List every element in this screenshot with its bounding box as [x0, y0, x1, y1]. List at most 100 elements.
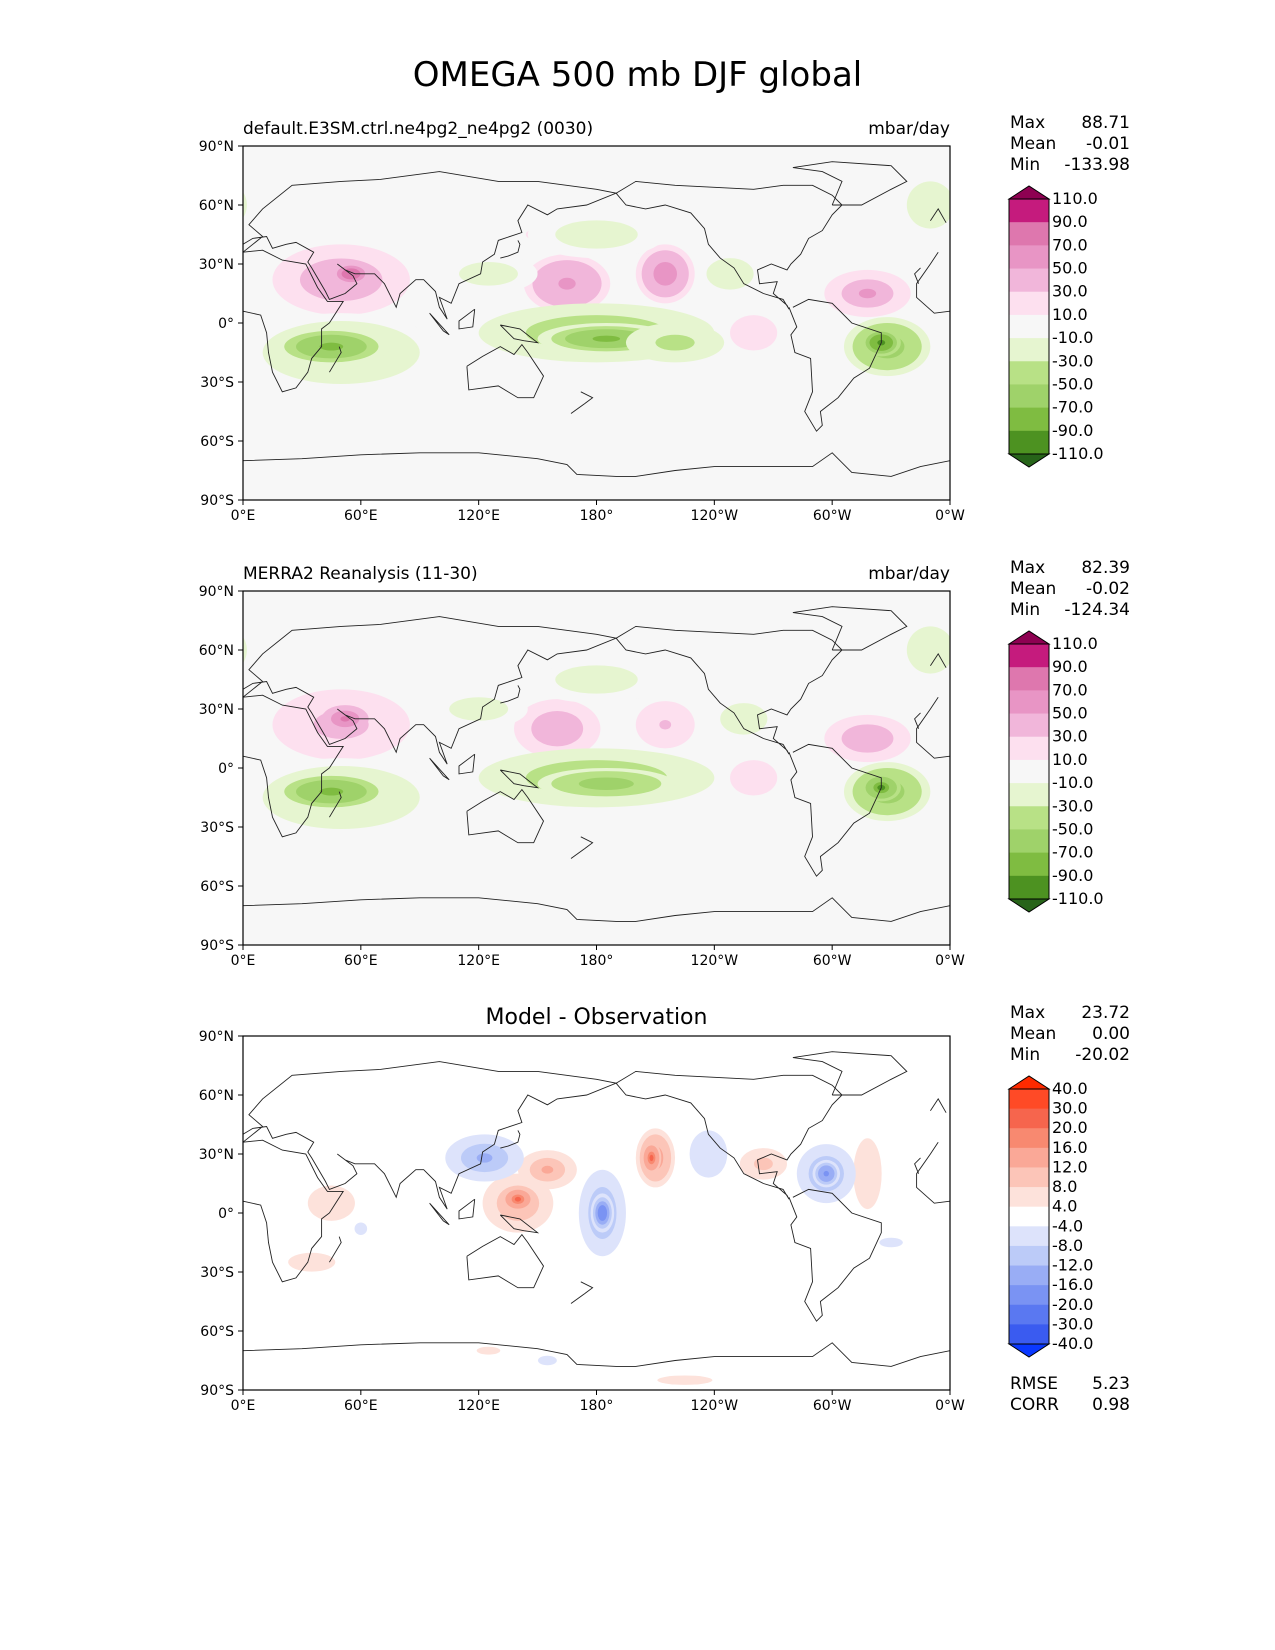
contour-band [172, 341, 189, 353]
contour-band [1190, 1349, 1202, 1353]
colorbar-band [1009, 407, 1049, 432]
contour-band [13, 703, 60, 734]
contour-band [885, 1240, 897, 1245]
coastline [243, 1061, 618, 1210]
coastline [243, 1342, 950, 1367]
colorbar-tick-label: 30.0 [1052, 727, 1088, 746]
contour-band [31, 321, 62, 345]
colorbar-extend-max [1007, 185, 1051, 200]
coastline [570, 848, 585, 859]
contour-band [558, 277, 576, 290]
contour-band [659, 267, 672, 280]
colorbar-band [1009, 361, 1049, 385]
contour-band [323, 1197, 340, 1210]
colorbar-tick-label: 12.0 [1052, 1157, 1088, 1176]
contour-band [1237, 232, 1245, 237]
coastline [788, 743, 882, 877]
y-tick-label: 90°N [199, 584, 234, 600]
coastline [429, 312, 450, 336]
contour-band [1221, 699, 1275, 758]
panel-reference: 0°E 60°E 120°E 180° 120°W 60°W 0°W 90°N 60°N 30°N… [0, 555, 1275, 995]
colorbar-band [1009, 268, 1049, 293]
coastline [916, 696, 950, 759]
contour-band [1256, 766, 1275, 790]
stat-label: CORR [1010, 1395, 1059, 1415]
contour-band [1233, 760, 1275, 795]
stat-label: Min [1010, 1045, 1040, 1065]
colorbar-tick-label: -50.0 [1052, 374, 1093, 393]
contour-band [0, 303, 7, 362]
contour-band [152, 289, 169, 298]
contour-band [1176, 705, 1196, 713]
x-tick-label: 0°E [231, 953, 256, 969]
contour-field [0, 610, 1275, 837]
x-tick-label: 120°E [457, 953, 500, 969]
contour-band [33, 1148, 80, 1179]
contour-band [1265, 278, 1275, 290]
contour-band [38, 1151, 76, 1176]
contour-band [39, 772, 55, 784]
contour-band [5, 262, 40, 286]
colorbar-tick-label: -30.0 [1052, 796, 1093, 815]
contour-band [1166, 262, 1225, 286]
x-tick-label: 60°W [813, 1398, 852, 1414]
colorbar-outline [1008, 198, 1050, 455]
coastline [930, 1098, 947, 1113]
contour-band [162, 779, 186, 796]
colorbar-band [1009, 759, 1049, 784]
stat-value: 0.98 [1092, 1395, 1130, 1415]
contour-band [1247, 717, 1275, 741]
contour-band [659, 720, 672, 730]
contour-band [592, 780, 621, 787]
y-tick-label: 60°N [199, 198, 234, 214]
contour-band [0, 1148, 6, 1160]
contour-band [135, 724, 187, 752]
colorbar-tick-label: 40.0 [1052, 1079, 1088, 1098]
contour-band [243, 180, 255, 230]
coastline [243, 897, 950, 922]
contour-band [1211, 1191, 1239, 1215]
contour-band [0, 327, 7, 358]
coastline [243, 694, 345, 838]
colorbar-band [1009, 314, 1049, 339]
contour-band [0, 748, 7, 807]
coastline [329, 346, 342, 373]
x-tick-label: 180° [580, 953, 614, 969]
coastline [466, 343, 545, 399]
colorbar-extend-min [1007, 898, 1051, 913]
colorbar-tick-label: 70.0 [1052, 235, 1088, 254]
colorbar-band [1009, 1206, 1049, 1227]
contour-band [1156, 697, 1215, 721]
colorbar-band [1009, 1324, 1049, 1345]
contour-band [737, 714, 750, 723]
coastline [788, 1188, 882, 1322]
contour-band [1238, 711, 1275, 746]
contour-band [1250, 1358, 1259, 1363]
contour-band [25, 711, 49, 727]
contour-band [592, 335, 621, 342]
x-tick-label: 180° [580, 508, 614, 524]
contour-band [31, 766, 62, 790]
colorbar-extend-min [1007, 1343, 1051, 1358]
contour-band [0, 1375, 5, 1384]
contour-band [96, 1150, 143, 1197]
colorbar-band [1009, 852, 1049, 877]
colorbar-extend-max [1007, 630, 1051, 645]
colorbar-tick-label: 10.0 [1052, 305, 1088, 324]
figure-title: OMEGA 500 mb DJF global [412, 55, 863, 95]
coastlines [243, 606, 950, 922]
colorbar-tick-label: 70.0 [1052, 680, 1088, 699]
colorbar-tick-label: -70.0 [1052, 843, 1093, 862]
contour-band [478, 269, 499, 278]
colorbar-tick-label: 90.0 [1052, 657, 1088, 676]
colorbar-tick-label: 30.0 [1052, 1099, 1088, 1118]
contour-band [111, 1165, 127, 1182]
coastline [429, 1202, 450, 1226]
contour-band [170, 340, 178, 346]
contour-band [541, 1165, 554, 1174]
y-tick-label: 90°S [200, 1383, 234, 1399]
colorbar-tick-label: -110.0 [1052, 889, 1104, 908]
contour-band [102, 1156, 137, 1191]
contour-band [0, 1368, 47, 1392]
contour-band [1256, 321, 1275, 345]
